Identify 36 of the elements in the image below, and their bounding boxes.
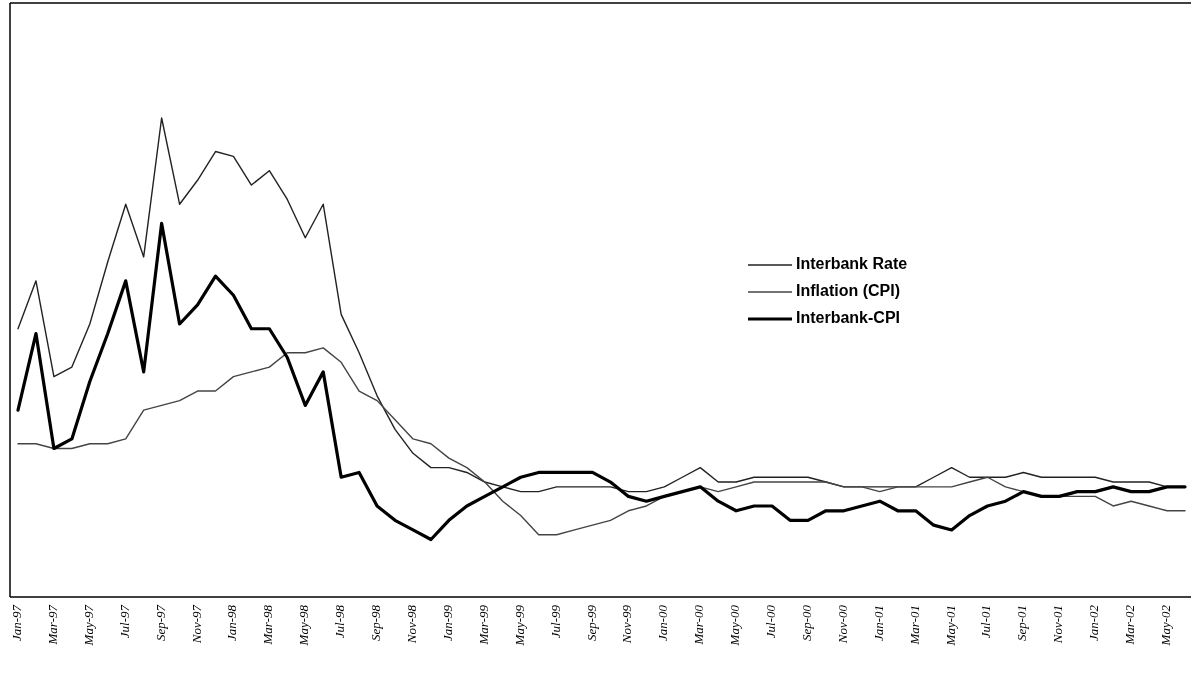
x-tick-label: Nov-99 [619, 604, 635, 645]
x-tick-label: Sep-01 [1014, 605, 1030, 642]
x-tick-label: Jul-99 [547, 604, 563, 639]
x-tick-label: Jan-02 [1086, 604, 1102, 642]
x-tick-label: Nov-98 [403, 604, 419, 645]
x-tick-label: Jan-00 [655, 604, 671, 642]
x-tick-label: Jan-01 [870, 605, 886, 642]
x-tick-label: Nov-01 [1050, 605, 1066, 645]
x-tick-label: Mar-01 [906, 605, 922, 646]
x-tick-label: Mar-99 [475, 604, 491, 646]
legend-label: Interbank Rate [796, 255, 908, 273]
x-tick-label: Nov-97 [188, 604, 204, 645]
x-tick-label: May-01 [942, 605, 958, 647]
x-tick-label: May-00 [727, 604, 743, 647]
x-tick-label: Nov-00 [834, 604, 850, 645]
x-tick-label: Jul-01 [978, 605, 994, 639]
x-tick-label: Jul-98 [332, 604, 348, 639]
x-tick-label: Mar-98 [260, 604, 276, 646]
x-tick-label: May-98 [296, 604, 312, 647]
x-tick-label: Jan-99 [439, 604, 455, 642]
x-tick-label: Jan-98 [224, 604, 240, 642]
x-tick-label: May-02 [1158, 604, 1174, 647]
x-tick-label: May-97 [80, 604, 96, 647]
x-tick-label: Jan-97 [8, 604, 24, 642]
legend-label: Inflation (CPI) [796, 282, 900, 300]
x-tick-label: Sep-00 [798, 604, 814, 642]
x-tick-label: Jul-97 [116, 604, 132, 639]
x-tick-label: Sep-97 [152, 604, 168, 642]
x-tick-label: Mar-00 [691, 604, 707, 646]
x-tick-label: Sep-98 [368, 604, 384, 642]
x-tick-label: Jul-00 [763, 604, 779, 639]
legend-label: Interbank-CPI [796, 309, 901, 327]
x-tick-label: Mar-02 [1122, 604, 1138, 646]
x-tick-label: Mar-97 [44, 604, 60, 646]
x-tick-label: Sep-99 [583, 604, 599, 642]
x-tick-label: May-99 [511, 604, 527, 647]
